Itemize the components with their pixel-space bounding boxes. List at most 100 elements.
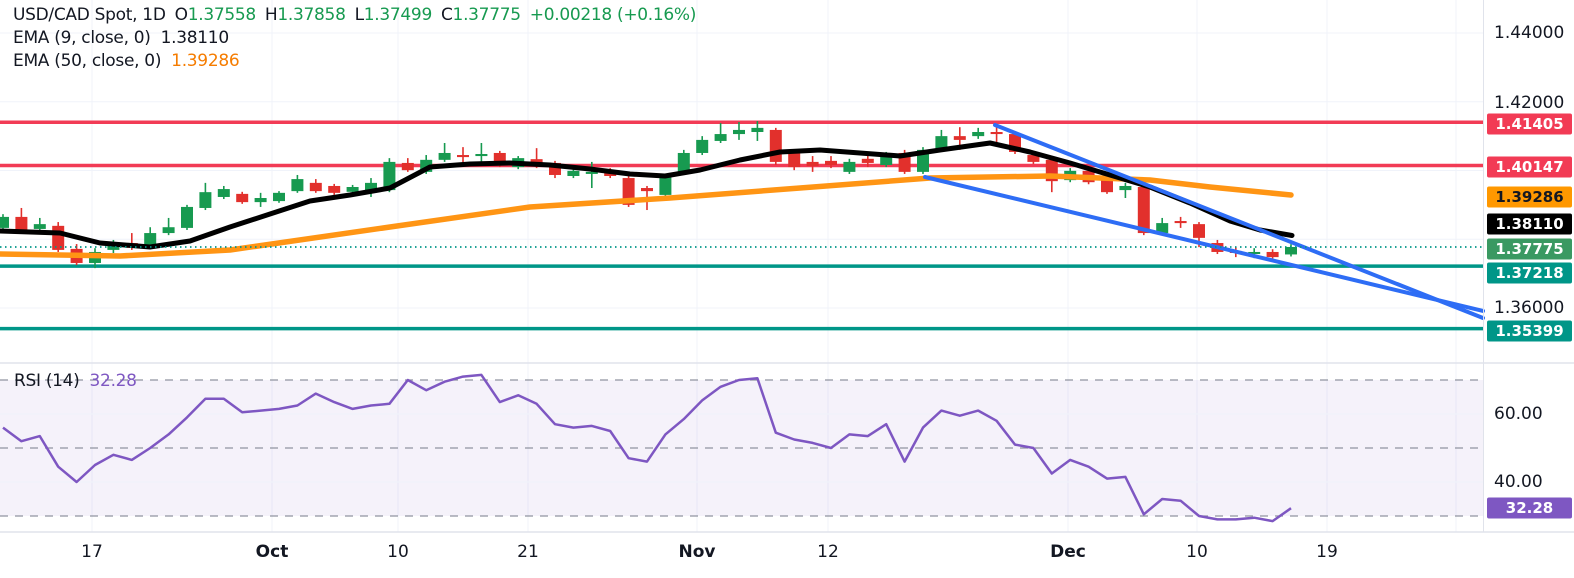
close-value: 1.37775 bbox=[452, 5, 522, 25]
resistance-upper-badge bbox=[1487, 113, 1572, 135]
candle-body bbox=[1156, 223, 1169, 234]
candle-body bbox=[383, 161, 396, 191]
candle-body bbox=[236, 193, 249, 203]
resistance-upper-badge-text: 1.41405 bbox=[1495, 115, 1563, 133]
candle-body bbox=[309, 182, 322, 192]
candle-body bbox=[457, 155, 469, 158]
support-lower-badge bbox=[1487, 320, 1572, 342]
symbol-title: USD/CAD Spot, 1D bbox=[13, 5, 166, 25]
candle-body bbox=[677, 152, 690, 172]
last-price-badge bbox=[1487, 238, 1572, 260]
descending-trendline-upper[interactable] bbox=[993, 122, 1485, 320]
candle-body bbox=[567, 170, 580, 176]
price-axis-label: 60.00 bbox=[1494, 404, 1543, 424]
candle-body bbox=[1119, 185, 1132, 191]
symbol-ohlc-row: USD/CAD Spot, 1D O1.37558 H1.37858 L1.37499… bbox=[13, 4, 696, 27]
support-lower-badge-text: 1.35399 bbox=[1495, 322, 1563, 340]
rsi-value: 32.28 bbox=[89, 371, 137, 391]
ema9-label: EMA (9, close, 0) bbox=[13, 28, 151, 48]
close-label: C bbox=[440, 5, 453, 25]
candle-body bbox=[162, 227, 175, 234]
candle-body bbox=[806, 161, 819, 167]
candle-body bbox=[953, 136, 966, 140]
candle-body bbox=[825, 160, 837, 165]
time-axis-label: 10 bbox=[387, 542, 409, 562]
ema50-line bbox=[0, 173, 1294, 259]
candle-body bbox=[0, 216, 9, 228]
ema9-value: 1.38110 bbox=[160, 28, 230, 48]
candle-body bbox=[475, 154, 488, 157]
symbol-legend: USD/CAD Spot, 1D O1.37558 H1.37858 L1.37499… bbox=[13, 4, 696, 73]
ema9-line bbox=[0, 140, 1295, 250]
time-axis-label: 21 bbox=[517, 542, 539, 562]
ema50-badge bbox=[1487, 186, 1572, 208]
candle-body bbox=[1101, 180, 1113, 193]
candle-body bbox=[861, 158, 874, 163]
candle-body bbox=[254, 198, 267, 203]
candle-body bbox=[935, 136, 948, 150]
candle-body bbox=[401, 162, 414, 171]
candle-body bbox=[880, 155, 893, 165]
descending-trendline-lower[interactable] bbox=[923, 174, 1485, 313]
rsi-value-badge bbox=[1487, 497, 1572, 519]
candle-body bbox=[52, 225, 65, 250]
candle-body bbox=[990, 132, 1003, 135]
time-axis-label: Dec bbox=[1050, 542, 1086, 562]
candle-body bbox=[1174, 221, 1187, 224]
candle-body bbox=[144, 233, 157, 246]
price-axis-label: 1.42000 bbox=[1494, 93, 1564, 113]
price-axis-label: 1.36000 bbox=[1494, 298, 1564, 318]
candle-body bbox=[199, 192, 212, 208]
price-axis-label: 1.44000 bbox=[1494, 23, 1564, 43]
time-axis-label: 17 bbox=[81, 542, 103, 562]
ema9-badge-text: 1.38110 bbox=[1495, 215, 1563, 233]
price-axis-label: 40.00 bbox=[1494, 472, 1543, 492]
candle-body bbox=[217, 189, 230, 197]
high-value: 1.37858 bbox=[277, 5, 346, 25]
low-label: L bbox=[354, 5, 364, 25]
candle-body bbox=[769, 129, 782, 162]
candle-body bbox=[15, 216, 28, 230]
candle-body bbox=[1248, 251, 1261, 255]
candle-body bbox=[972, 132, 985, 137]
candle-body bbox=[1266, 251, 1279, 258]
rsi-label: RSI (14) bbox=[14, 371, 80, 391]
ema50-value: 1.39286 bbox=[171, 51, 240, 71]
time-axis-label: Oct bbox=[256, 542, 289, 562]
candle-body bbox=[181, 206, 193, 228]
ema50-badge-text: 1.39286 bbox=[1495, 188, 1563, 206]
low-value: 1.37499 bbox=[363, 5, 433, 25]
candle-body bbox=[714, 134, 727, 141]
ema50-label: EMA (50, close, 0) bbox=[13, 51, 162, 71]
rsi-value-badge-text: 32.28 bbox=[1506, 499, 1553, 517]
rsi-legend: RSI (14) 32.28 bbox=[14, 371, 137, 391]
candle-body bbox=[1285, 246, 1297, 255]
candle-body bbox=[33, 224, 46, 229]
resistance-lower-badge bbox=[1487, 156, 1572, 178]
candle-body bbox=[1193, 224, 1205, 238]
candle-body bbox=[659, 176, 672, 195]
candle-body bbox=[641, 188, 653, 192]
support-upper-badge-text: 1.37218 bbox=[1495, 264, 1563, 282]
high-label: H bbox=[264, 5, 278, 25]
ema9-badge bbox=[1487, 213, 1572, 235]
candle-body bbox=[1027, 155, 1040, 162]
candle-body bbox=[733, 129, 745, 135]
rsi-line bbox=[2, 373, 1292, 523]
candle-body bbox=[328, 185, 341, 193]
candle-body bbox=[438, 152, 451, 160]
support-upper-badge bbox=[1487, 262, 1572, 284]
open-label: O bbox=[174, 5, 188, 25]
candle-body bbox=[365, 182, 377, 191]
candles-group bbox=[0, 121, 1297, 269]
ema9-legend-row: EMA (9, close, 0) 1.38110 bbox=[13, 27, 696, 50]
time-axis-label: 12 bbox=[817, 542, 839, 562]
candle-body bbox=[1137, 187, 1150, 234]
time-axis-label: Nov bbox=[679, 542, 716, 562]
resistance-lower-badge-text: 1.40147 bbox=[1495, 158, 1563, 176]
change-value: +0.00218 (+0.16%) bbox=[529, 5, 697, 25]
candle-body bbox=[346, 187, 359, 192]
candle-body bbox=[788, 150, 801, 168]
